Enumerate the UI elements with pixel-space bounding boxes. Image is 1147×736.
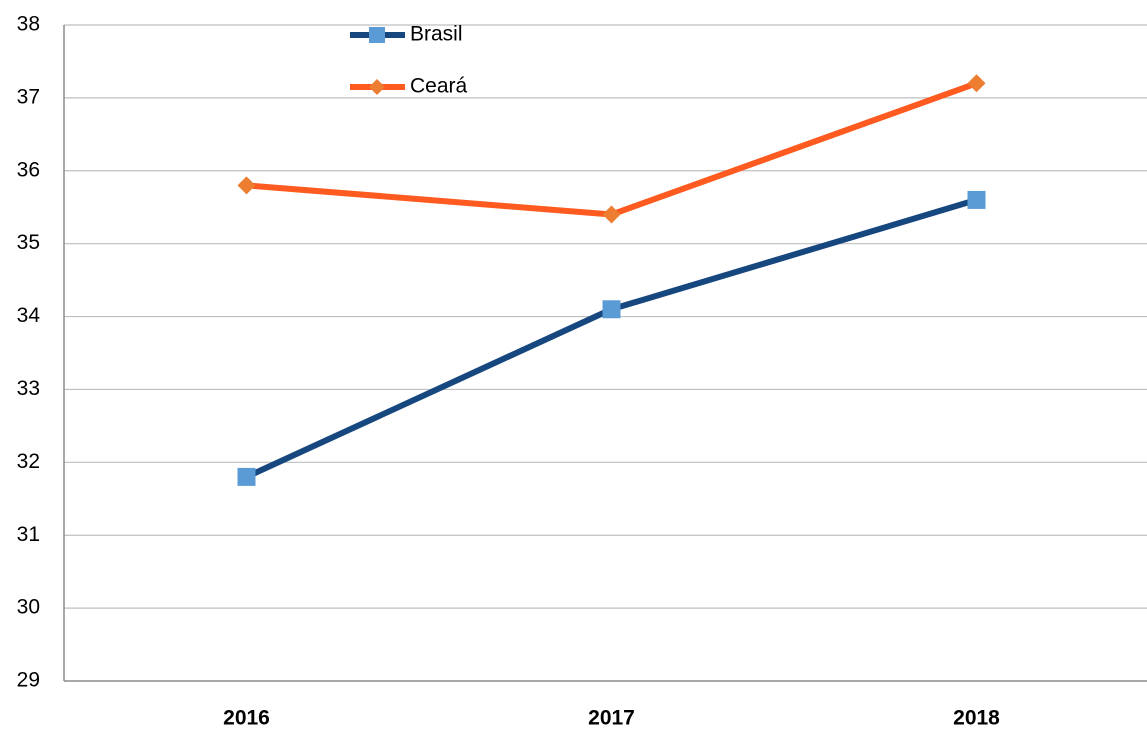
legend-label: Ceará bbox=[410, 75, 468, 98]
data-point bbox=[237, 467, 256, 486]
y-tick-label: 35 bbox=[17, 231, 40, 254]
series-line bbox=[245, 197, 978, 480]
data-point bbox=[967, 190, 986, 209]
y-tick-label: 29 bbox=[17, 669, 40, 692]
y-tick-label: 31 bbox=[17, 523, 40, 546]
data-point bbox=[967, 74, 986, 93]
legend-label: Brasil bbox=[410, 23, 463, 46]
y-tick-label: 32 bbox=[17, 450, 40, 473]
legend-marker bbox=[369, 79, 385, 95]
y-tick-label: 33 bbox=[17, 377, 40, 400]
y-tick-label: 36 bbox=[17, 158, 40, 181]
y-tick-label: 37 bbox=[17, 85, 40, 108]
data-point bbox=[237, 176, 256, 195]
x-tick-label: 2018 bbox=[953, 707, 1000, 730]
x-tick-label: 2017 bbox=[588, 707, 635, 730]
y-tick-label: 30 bbox=[17, 596, 40, 619]
y-tick-label: 38 bbox=[17, 13, 40, 36]
data-point bbox=[602, 300, 621, 319]
y-tick-label: 34 bbox=[17, 304, 41, 327]
series-line bbox=[246, 80, 978, 218]
data-point bbox=[602, 205, 621, 224]
legend-marker bbox=[369, 27, 385, 43]
x-tick-label: 2016 bbox=[223, 707, 270, 730]
